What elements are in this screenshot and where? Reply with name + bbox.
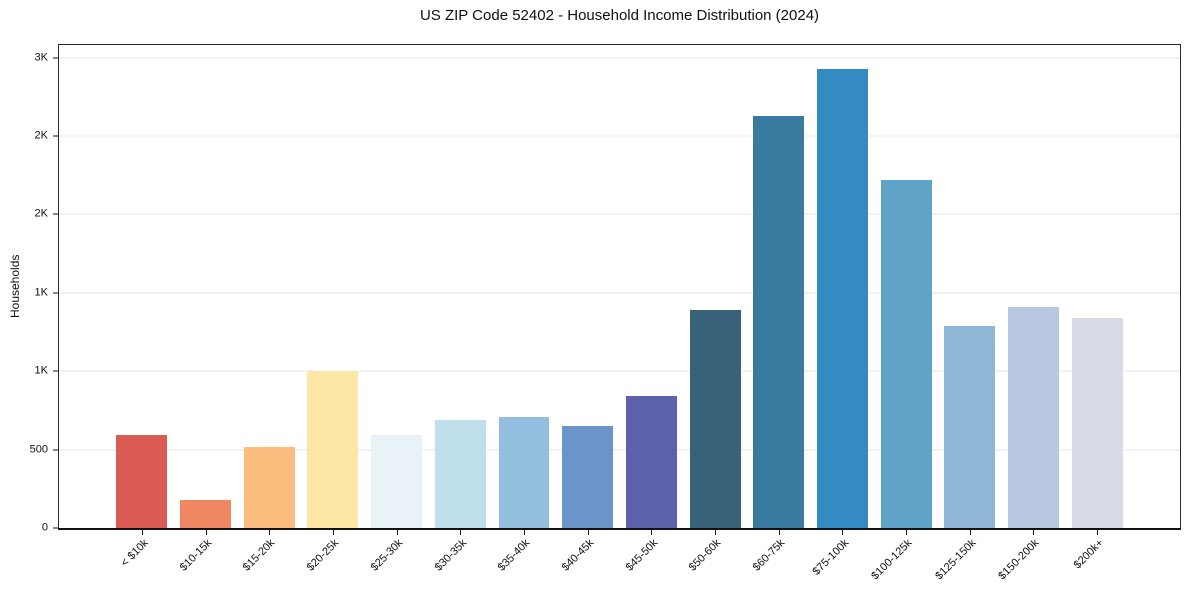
x-tick-mark (842, 530, 844, 535)
x-tick-label: $25-30k (368, 537, 406, 574)
bar-200k (1071, 317, 1123, 528)
x-tick-mark (587, 530, 589, 535)
gridline-2K (59, 135, 1180, 137)
gridline-2K (59, 213, 1180, 215)
bar-slot: $10-15k (174, 45, 238, 574)
bar-slot: $60-75k (747, 45, 811, 574)
bar-slot: $35-40k (492, 45, 556, 574)
bar-40-45k (562, 426, 614, 528)
gridline-1K (59, 292, 1180, 294)
x-tick-label: $60-75k (750, 537, 788, 574)
bar-125-150k (944, 325, 996, 528)
y-tick-label: 1K (34, 286, 48, 299)
bar-slot: $125-150k (933, 45, 1002, 582)
x-tick-label: < $10k (118, 537, 151, 570)
y-tick-label: 3K (34, 51, 48, 64)
x-tick-mark (715, 530, 717, 535)
x-tick-mark (651, 530, 653, 535)
bar-slot: $25-30k (365, 45, 429, 574)
x-tick-label: $35-40k (495, 537, 533, 574)
x-tick-mark (332, 530, 334, 535)
x-tick-label: $30-35k (432, 537, 469, 574)
bar-slot: $20-25k (301, 45, 365, 574)
x-tick-label: $40-45k (559, 537, 597, 574)
bar-45-50k (625, 396, 677, 528)
bar-10k (116, 434, 168, 528)
y-tick-mark (53, 292, 58, 294)
x-tick-label: $75-100k (809, 537, 851, 578)
x-tick-label: $200k+ (1071, 537, 1106, 572)
y-tick-label: 2K (34, 207, 48, 220)
bar-slot: $40-45k (556, 45, 620, 574)
bar-150-200k (1008, 306, 1059, 528)
x-tick-label: $125-150k (933, 537, 979, 583)
x-tick-mark (523, 530, 525, 535)
x-tick-mark (141, 530, 143, 535)
x-tick-label: $50-60k (686, 537, 724, 574)
y-tick-label: 1K (34, 364, 48, 377)
x-tick-label: $15-20k (241, 537, 278, 574)
x-tick-label: $20-25k (304, 537, 342, 574)
x-tick-label: $150-200k (996, 537, 1042, 583)
bar-50-60k (689, 310, 741, 528)
bars: < $10k $10-15k $15-20k $20-25k $25-30k $30-35… (59, 45, 1180, 582)
y-tick-mark (53, 213, 58, 215)
x-tick-mark (269, 530, 271, 535)
y-tick-mark (53, 57, 58, 59)
y-axis: 0 500 1K 1K 2K 2K 3K (0, 45, 58, 533)
x-tick-mark (1097, 530, 1099, 535)
bar-slot: < $10k (110, 45, 174, 569)
x-tick-mark (460, 530, 462, 535)
bar-slot: $150-200k (997, 45, 1066, 582)
x-tick-mark (969, 530, 971, 535)
bar-slot: $15-20k (237, 45, 301, 574)
bar-100-125k (880, 179, 932, 528)
gridline-1K (59, 370, 1180, 372)
x-tick-label: $100-125k (869, 537, 915, 583)
gridline-500 (59, 449, 1180, 451)
y-tick-mark (53, 370, 58, 372)
chart-title: US ZIP Code 52402 - Household Income Dis… (419, 7, 820, 24)
bar-75-100k (816, 68, 868, 528)
bar-30-35k (434, 419, 486, 528)
y-tick-mark (53, 135, 58, 137)
x-tick-mark (1033, 530, 1035, 535)
y-tick-label: 0 (41, 521, 48, 534)
x-tick-label: $10-15k (177, 537, 215, 574)
bar-slot: $100-125k (869, 45, 938, 582)
x-tick-mark (396, 530, 398, 535)
bar-slot: $45-50k (620, 45, 684, 574)
y-tick-mark (53, 527, 58, 529)
y-tick-label: 500 (29, 443, 48, 456)
y-tick-mark (53, 449, 58, 451)
bar-60-75k (753, 115, 805, 528)
bar-25-30k (371, 435, 423, 528)
bar-10-15k (180, 499, 231, 528)
x-tick-mark (906, 530, 908, 535)
x-tick-mark (205, 530, 207, 535)
x-tick-mark (778, 530, 780, 535)
bar-35-40k (498, 416, 550, 528)
bar-slot: $50-60k (683, 45, 747, 574)
bar-slot: $200k+ (1065, 45, 1129, 571)
bar-slot: $75-100k (810, 45, 875, 578)
plot-area: < $10k $10-15k $15-20k $20-25k $25-30k $30-35… (58, 44, 1181, 582)
y-tick-label: 2K (34, 129, 48, 142)
x-tick-label: $45-50k (623, 537, 660, 574)
gridlines (59, 45, 1180, 528)
bar-slot: $30-35k (428, 45, 492, 574)
gridline-3K (59, 57, 1180, 59)
bar-15-20k (243, 447, 295, 528)
bar-20-25k (307, 371, 359, 528)
